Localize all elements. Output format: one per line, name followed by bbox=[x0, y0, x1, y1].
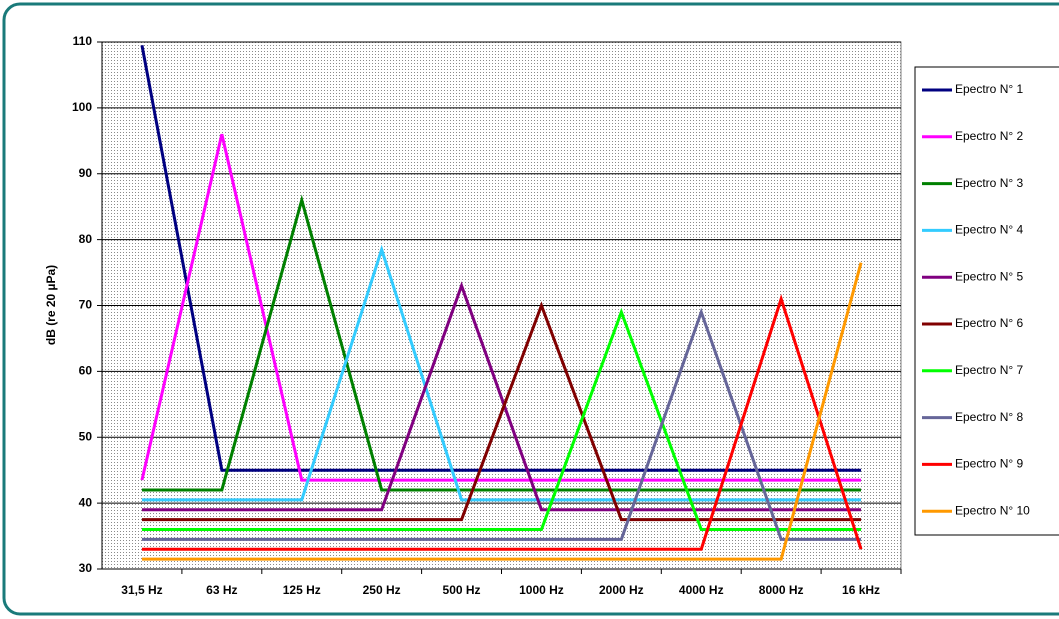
x-tick-label: 8000 Hz bbox=[759, 583, 804, 597]
x-tick-label: 31,5 Hz bbox=[121, 583, 162, 597]
y-tick-label: 90 bbox=[79, 166, 93, 180]
legend-label: Epectro N° 10 bbox=[955, 503, 1030, 517]
x-tick-label: 63 Hz bbox=[206, 583, 237, 597]
x-tick-label: 125 Hz bbox=[283, 583, 321, 597]
series-line bbox=[140, 133, 862, 482]
x-tick-label: 4000 Hz bbox=[679, 583, 724, 597]
legend-label: Epectro N° 5 bbox=[955, 269, 1023, 283]
series-line bbox=[141, 281, 862, 512]
x-tick-label: 1000 Hz bbox=[519, 583, 564, 597]
legend-label: Epectro N° 8 bbox=[955, 410, 1023, 424]
y-tick-label: 30 bbox=[79, 561, 93, 575]
y-tick-label: 50 bbox=[79, 429, 93, 443]
legend-label: Epectro N° 4 bbox=[955, 223, 1023, 237]
series-line bbox=[140, 45, 862, 472]
legend-label: Epectro N° 1 bbox=[955, 82, 1023, 96]
series-line bbox=[141, 307, 862, 531]
series-line bbox=[141, 301, 862, 522]
x-tick-label: 250 Hz bbox=[363, 583, 401, 597]
series-line bbox=[141, 293, 863, 551]
legend-label: Epectro N° 9 bbox=[955, 457, 1023, 471]
y-tick-label: 60 bbox=[79, 364, 93, 378]
x-tick-label: 2000 Hz bbox=[599, 583, 644, 597]
y-tick-label: 80 bbox=[79, 232, 93, 246]
legend-label: Epectro N° 7 bbox=[955, 363, 1023, 377]
series-line bbox=[141, 244, 862, 502]
legend-label: Epectro N° 3 bbox=[955, 176, 1023, 190]
series-line bbox=[141, 194, 862, 492]
series-line bbox=[141, 262, 863, 561]
x-tick-label: 500 Hz bbox=[443, 583, 481, 597]
legend-label: Epectro N° 6 bbox=[955, 316, 1023, 330]
y-tick-label: 70 bbox=[79, 298, 93, 312]
y-tick-label: 100 bbox=[72, 100, 92, 114]
y-tick-label: 40 bbox=[79, 495, 93, 509]
legend-label: Epectro N° 2 bbox=[955, 129, 1023, 143]
legend bbox=[914, 66, 1059, 536]
y-tick-label: 110 bbox=[73, 34, 93, 48]
y-axis-label: dB (re 20 µPa) bbox=[44, 265, 58, 345]
x-tick-label: 16 kHz bbox=[842, 583, 880, 597]
